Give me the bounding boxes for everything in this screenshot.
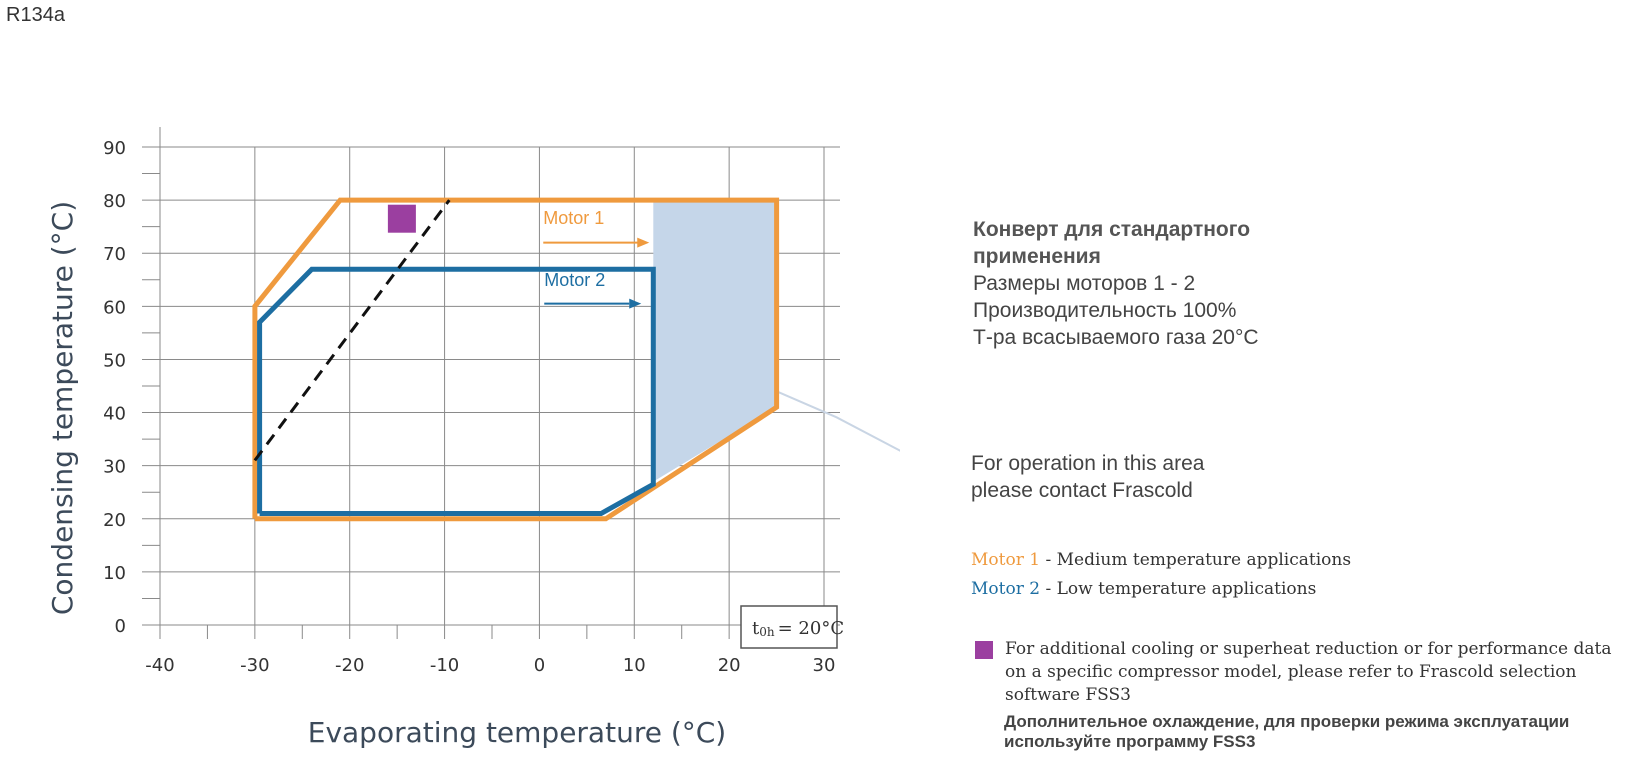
info-line2: Производительность 100% — [973, 299, 1237, 322]
refrigerant-label: R134a — [6, 4, 65, 26]
x-tick-label: 0 — [534, 655, 545, 676]
contact-note: For operation in this area please contac… — [971, 450, 1204, 504]
y-tick-label: 20 — [103, 510, 126, 531]
x-tick-label: 30 — [813, 655, 836, 676]
motor1-arrowhead — [637, 237, 650, 248]
motor2-label: Motor 2 — [544, 270, 605, 290]
operating-envelope-chart: 0 10 20 30 40 50 60 70 80 90 -40 -30 -20 -10 0 10 20 30 M… — [46, 127, 900, 749]
ru-additional-cooling-note: Дополнительное охлаждение, для проверки … — [1004, 712, 1570, 751]
info-line1: Размеры моторов 1 - 2 — [973, 272, 1196, 295]
motor1-envelope-line — [252, 197, 780, 522]
additional-cooling-marker — [387, 204, 416, 233]
y-tick-label: 60 — [103, 297, 126, 318]
motor2-arrowhead — [629, 298, 642, 309]
y-tick-label: 0 — [115, 616, 126, 637]
contact-line2: please contact Frascold — [971, 479, 1193, 502]
legend-motor2-desc: - Low temperature applications — [1040, 579, 1317, 599]
contact-callout-line — [776, 390, 900, 452]
y-tick-label: 70 — [103, 244, 126, 265]
y-tick-label: 30 — [103, 457, 126, 478]
x-axis-title: Evaporating temperature (°C) — [308, 716, 726, 749]
y-axis-title: Condensing temperature (°C) — [46, 201, 79, 615]
info-line3: Т-ра всасываемого газа 20°C — [973, 326, 1259, 349]
motor1-label: Motor 1 — [543, 208, 604, 228]
legend-motor2: Motor 2 - Low temperature applications — [971, 575, 1351, 604]
info-title-line1: Конверт для стандартного — [973, 218, 1251, 241]
legend-motor1-name: Motor 1 — [971, 550, 1041, 570]
suction-temp-box — [740, 605, 838, 649]
note-marker-swatch — [975, 641, 993, 659]
contact-line1: For operation in this area — [971, 452, 1205, 475]
additional-cooling-note: For additional cooling or superheat redu… — [975, 638, 1635, 707]
y-tick-label: 50 — [103, 350, 126, 371]
motor2-envelope-line — [257, 266, 656, 516]
x-tick-label: -40 — [145, 655, 174, 676]
x-tick-label: -10 — [430, 655, 459, 676]
y-tick-label: 40 — [103, 404, 126, 425]
x-tick-label: 20 — [718, 655, 741, 676]
dashed-limit-line — [253, 199, 451, 462]
legend-motor2-name: Motor 2 — [971, 579, 1041, 599]
x-tick-label: -20 — [335, 655, 364, 676]
suction-temp-text: t0h = 20°C — [752, 618, 844, 639]
note-text: For additional cooling or superheat redu… — [1005, 639, 1612, 705]
legend-motor1: Motor 1 - Medium temperature application… — [971, 546, 1351, 575]
chart-tick-labels: 0 10 20 30 40 50 60 70 80 90 -40 -30 -20 -10 0 10 20 30 — [103, 138, 835, 676]
x-tick-label: 10 — [623, 655, 646, 676]
y-tick-label: 90 — [103, 138, 126, 159]
legend-motor1-desc: - Medium temperature applications — [1040, 550, 1352, 570]
x-tick-label: -30 — [240, 655, 269, 676]
standard-envelope-info: Конверт для стандартного применения Разм… — [973, 216, 1613, 351]
info-title-line2: применения — [973, 245, 1101, 268]
motor-legend: Motor 1 - Medium temperature application… — [971, 546, 1351, 604]
y-tick-label: 80 — [103, 191, 126, 212]
y-tick-label: 10 — [103, 563, 126, 584]
contact-area-shape — [653, 200, 777, 482]
